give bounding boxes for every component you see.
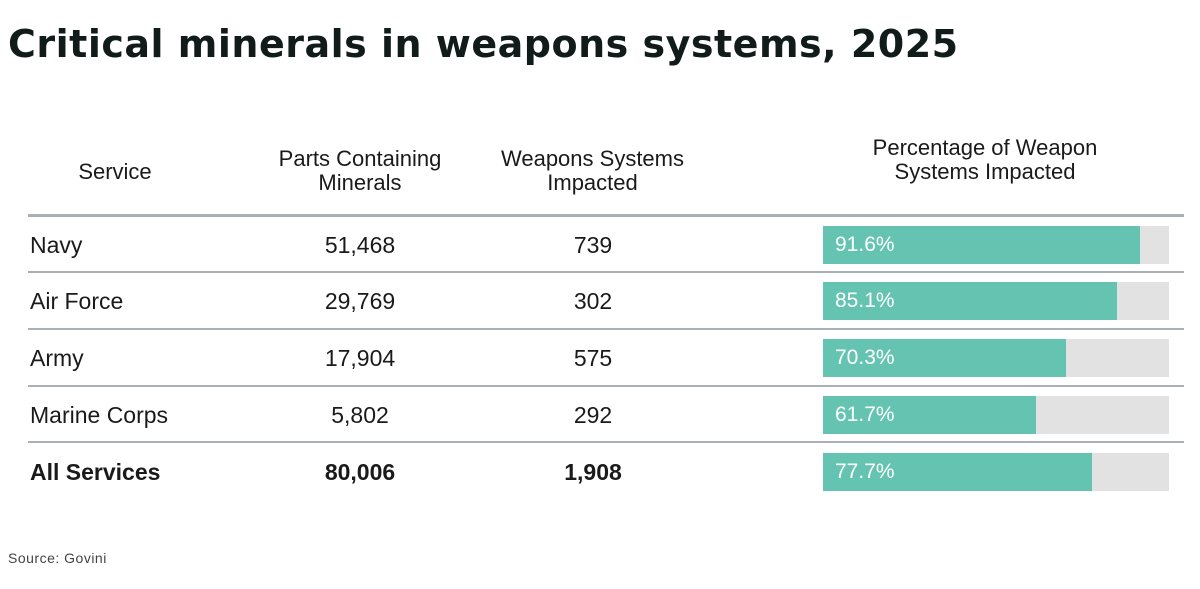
service-cell: Army [30,345,84,371]
percentage-bar [823,453,1092,491]
service-cell: Marine Corps [30,402,169,428]
service-cell: Air Force [30,288,124,314]
header-service: Service [78,159,152,184]
table-row: Marine Corps 5,802 292 61.7% [0,387,1200,443]
bar-track: 85.1% [823,282,1169,320]
parts-cell: 51,468 [324,232,396,258]
total-row: All Services 80,006 1,908 77.7% [0,444,1200,500]
bar-track: 77.7% [823,453,1169,491]
header-parts: Parts Containing Minerals [278,146,442,195]
weapons-cell: 302 [573,288,613,314]
chart-title: Critical minerals in weapons systems, 20… [8,22,959,66]
table-row: Air Force 29,769 302 85.1% [0,273,1200,329]
row-divider [28,441,1184,443]
percentage-bar [823,339,1067,377]
row-divider [28,328,1184,330]
percentage-bar [823,282,1118,320]
header-weapons: Weapons Systems Impacted [500,146,684,195]
parts-cell: 17,904 [324,345,396,371]
percentage-label: 77.7% [835,460,895,483]
parts-cell: 29,769 [324,288,396,314]
row-divider [28,385,1184,387]
bar-track: 70.3% [823,339,1169,377]
weapons-cell: 1,908 [564,459,622,485]
parts-cell: 5,802 [331,402,389,428]
table-row: Navy 51,468 739 91.6% [0,217,1200,273]
row-divider [28,271,1184,273]
header-divider [28,214,1184,217]
bar-track: 91.6% [823,226,1169,264]
percentage-label: 91.6% [835,233,895,256]
header-percentage: Percentage of Weapon Systems Impacted [872,135,1098,184]
parts-cell: 80,006 [324,459,396,485]
weapons-cell: 292 [573,402,613,428]
percentage-bar [823,396,1037,434]
weapons-cell: 575 [573,345,613,371]
percentage-label: 70.3% [835,346,895,369]
table-row: Army 17,904 575 70.3% [0,330,1200,386]
bar-track: 61.7% [823,396,1169,434]
percentage-label: 61.7% [835,403,895,426]
percentage-label: 85.1% [835,289,895,312]
source-note: Source: Govini [8,550,107,566]
weapons-cell: 739 [573,232,613,258]
service-cell: Navy [30,232,83,258]
service-cell: All Services [30,459,161,485]
percentage-bar [823,226,1140,264]
